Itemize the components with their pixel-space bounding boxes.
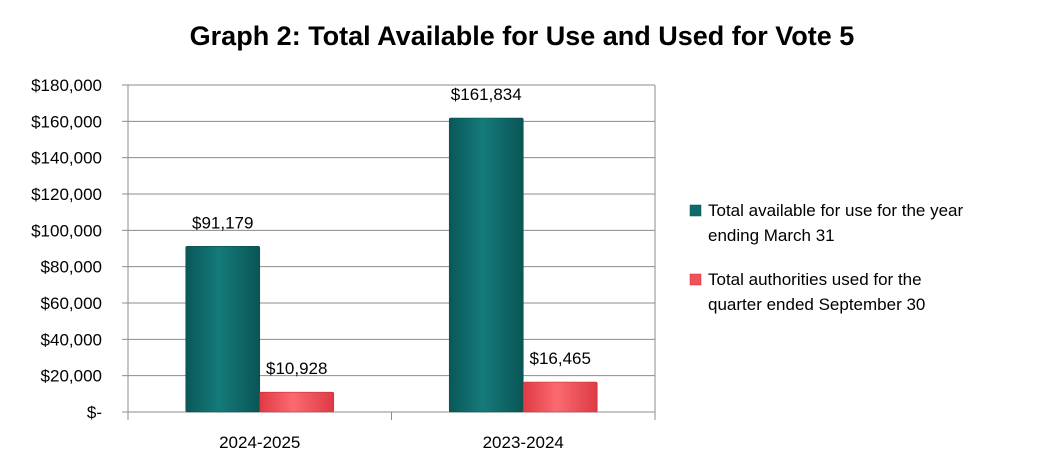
- data-label: $10,928: [266, 359, 327, 378]
- chart-title: Graph 2: Total Available for Use and Use…: [190, 21, 855, 51]
- y-tick-label: $-: [87, 403, 102, 422]
- legend-entry-line: Total authorities used for the: [708, 270, 922, 289]
- legend: Total available for use for the year endi…: [689, 201, 963, 314]
- y-tick-label: $180,000: [31, 76, 102, 95]
- legend-entry-line: Total available for use for the year: [708, 201, 963, 220]
- x-tick-label: 2024-2025: [219, 433, 300, 452]
- data-label: $91,179: [192, 213, 253, 232]
- x-tick-label: 2023-2024: [483, 433, 564, 452]
- legend-swatch: [689, 204, 702, 217]
- bar: [522, 381, 598, 413]
- bar: [448, 117, 524, 413]
- y-tick-label: $160,000: [31, 112, 102, 131]
- bars: [185, 117, 598, 413]
- y-tick-label: $40,000: [41, 330, 102, 349]
- legend-entry-line: ending March 31: [708, 226, 835, 245]
- bar: [185, 246, 261, 413]
- y-tick-label: $60,000: [41, 294, 102, 313]
- bar: [259, 391, 335, 413]
- data-label: $16,465: [530, 349, 591, 368]
- y-tick-label: $80,000: [41, 258, 102, 277]
- y-tick-label: $140,000: [31, 149, 102, 168]
- legend-swatch: [689, 273, 702, 286]
- legend-entry: Total available for use for the year endi…: [708, 201, 963, 245]
- y-tick-label: $120,000: [31, 185, 102, 204]
- legend-entry-line: quarter ended September 30: [708, 295, 925, 314]
- legend-entry: Total authorities used for the quarter en…: [708, 270, 925, 314]
- data-label: $161,834: [451, 85, 522, 104]
- data-labels: $91,179 $161,834 $10,928 $16,465: [192, 85, 591, 378]
- y-tick-label: $100,000: [31, 221, 102, 240]
- y-tick-label: $20,000: [41, 367, 102, 386]
